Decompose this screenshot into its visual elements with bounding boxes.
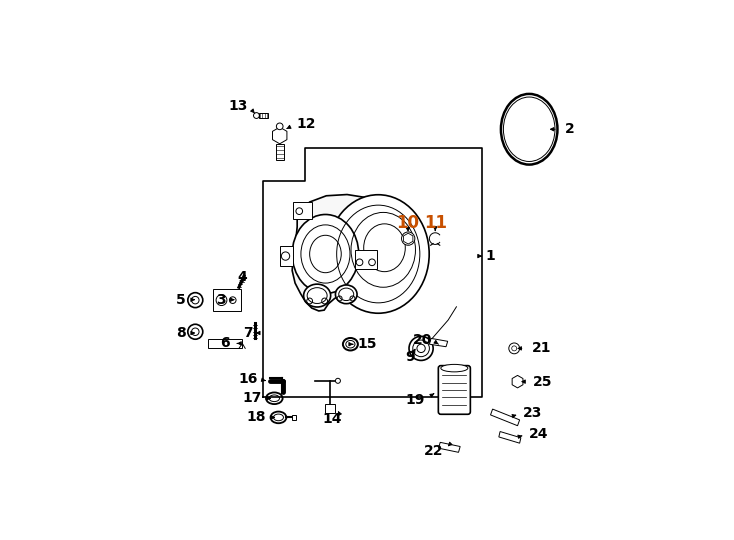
Ellipse shape <box>409 336 433 360</box>
Circle shape <box>192 296 199 304</box>
Text: 16: 16 <box>239 372 258 386</box>
Ellipse shape <box>335 285 357 303</box>
Ellipse shape <box>441 364 468 372</box>
Text: 7: 7 <box>243 326 252 340</box>
Text: 1: 1 <box>485 249 495 263</box>
Circle shape <box>401 232 415 245</box>
Text: 8: 8 <box>176 326 186 340</box>
Polygon shape <box>292 194 424 311</box>
Bar <box>355 250 377 268</box>
Text: 21: 21 <box>532 341 551 355</box>
Bar <box>324 404 335 413</box>
Polygon shape <box>429 339 448 347</box>
Text: 24: 24 <box>529 427 549 441</box>
Circle shape <box>509 343 520 354</box>
Circle shape <box>188 293 203 308</box>
Polygon shape <box>280 246 293 266</box>
Polygon shape <box>213 289 241 311</box>
Text: 17: 17 <box>242 392 262 406</box>
Polygon shape <box>499 431 521 443</box>
Circle shape <box>277 123 283 130</box>
Text: 6: 6 <box>220 336 230 350</box>
Text: 22: 22 <box>424 444 443 458</box>
Text: 11: 11 <box>424 214 447 232</box>
Circle shape <box>335 379 341 383</box>
Text: 20: 20 <box>413 333 432 347</box>
Text: 2: 2 <box>565 122 575 136</box>
Circle shape <box>188 324 203 339</box>
Text: 23: 23 <box>523 406 542 420</box>
Text: 3: 3 <box>216 293 225 307</box>
Text: 13: 13 <box>229 98 248 112</box>
Polygon shape <box>208 339 242 348</box>
Bar <box>292 415 296 420</box>
Text: 10: 10 <box>396 214 419 232</box>
Ellipse shape <box>327 195 429 313</box>
Bar <box>293 202 312 219</box>
Ellipse shape <box>292 214 359 293</box>
FancyBboxPatch shape <box>438 366 470 414</box>
Text: 9: 9 <box>405 350 415 364</box>
Polygon shape <box>512 375 523 388</box>
Text: 25: 25 <box>534 375 553 389</box>
Text: 12: 12 <box>297 117 316 131</box>
Text: 14: 14 <box>322 412 342 426</box>
Circle shape <box>192 328 199 335</box>
Circle shape <box>216 295 227 306</box>
Polygon shape <box>490 409 520 426</box>
Bar <box>259 113 268 118</box>
Text: 4: 4 <box>237 270 247 284</box>
Text: 19: 19 <box>406 393 425 407</box>
Text: 18: 18 <box>247 410 266 424</box>
Bar <box>275 144 284 160</box>
Text: 15: 15 <box>357 337 377 351</box>
Polygon shape <box>438 442 460 453</box>
Polygon shape <box>272 127 287 144</box>
Ellipse shape <box>304 284 330 307</box>
Text: 5: 5 <box>176 293 186 307</box>
